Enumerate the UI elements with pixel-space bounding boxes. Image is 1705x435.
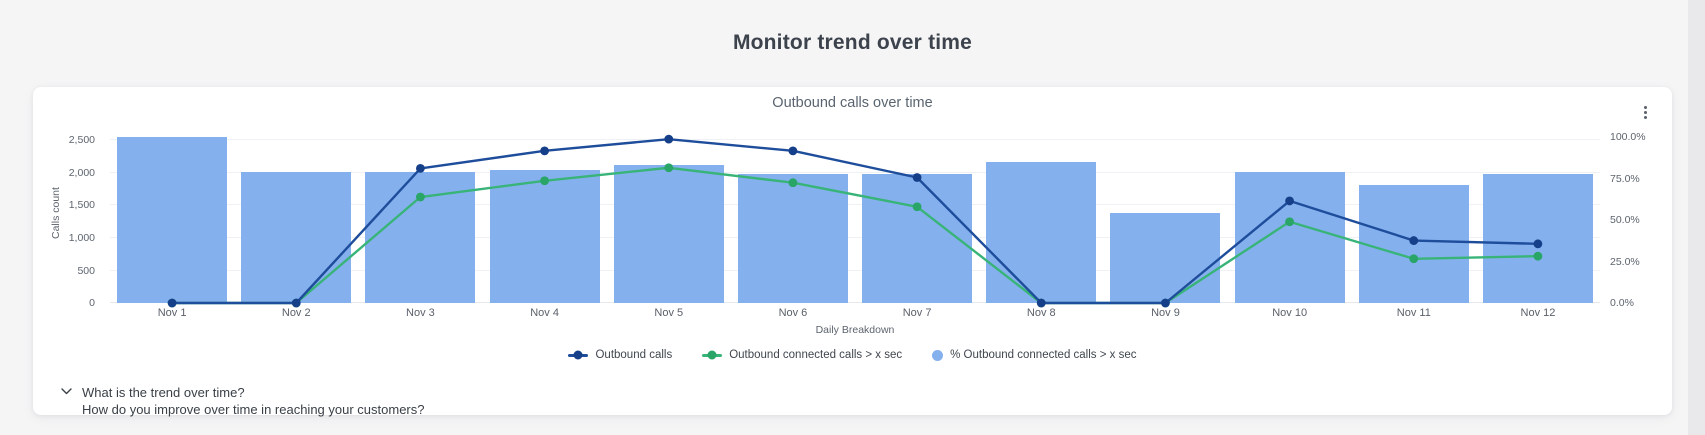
bar-nov-12[interactable] (1482, 173, 1593, 303)
data-point[interactable] (1036, 298, 1046, 308)
right-axis-tick: 50.0% (1610, 214, 1640, 226)
left-axis-tick: 500 (77, 264, 95, 277)
data-point[interactable] (416, 164, 425, 173)
line-outbound-connected-calls-x-sec (172, 166, 1538, 305)
legend-line-dot-icon (573, 350, 583, 360)
chart-card: Outbound calls over time Calls count 0 50… (33, 87, 1672, 418)
bar-nov-10[interactable] (1234, 171, 1345, 303)
chart-title: Outbound calls over time (772, 95, 933, 111)
data-point[interactable] (1285, 217, 1294, 227)
data-point[interactable] (1533, 251, 1543, 261)
left-axis-tick: 1,000 (68, 231, 95, 244)
data-point[interactable] (540, 146, 549, 156)
data-point[interactable] (1285, 196, 1294, 206)
line-outbound-calls (172, 137, 1538, 305)
x-tick-label: Nov 5 (654, 307, 684, 319)
legend-line-icon (702, 350, 723, 360)
data-point[interactable] (788, 178, 798, 188)
bar-nov-6[interactable] (737, 173, 848, 303)
gridline (110, 139, 1600, 141)
x-tick-label: Nov 9 (1151, 307, 1180, 319)
x-tick-label: Nov 8 (1026, 307, 1056, 319)
right-axis-tick: 0.0% (1610, 297, 1634, 309)
bar-nov-8[interactable] (986, 161, 1097, 303)
x-tick-label: Nov 3 (406, 307, 435, 319)
gridline (110, 171, 1600, 173)
right-axis-tick: 100.0% (1610, 131, 1646, 143)
x-tick-label: Nov 10 (1272, 307, 1308, 319)
data-point[interactable] (167, 298, 177, 308)
data-point[interactable] (1533, 239, 1543, 249)
legend-item[interactable]: % Outbound connected calls > x sec (932, 349, 1137, 361)
page-title: Monitor trend over time (732, 31, 973, 55)
bar-nov-4[interactable] (489, 170, 600, 303)
bar-nov-2[interactable] (241, 171, 352, 303)
insight-question-text: What is the trend over time? How do you … (82, 384, 424, 418)
legend-label: % Outbound connected calls > x sec (950, 349, 1137, 361)
x-tick-label: Nov 2 (281, 307, 311, 319)
left-axis-tick: 0 (89, 297, 95, 309)
right-axis-tick: 75.0% (1610, 172, 1640, 185)
line-chart-overlay (167, 134, 1543, 308)
gridline (110, 269, 1600, 271)
x-tick-label: Nov 6 (778, 307, 808, 319)
data-point[interactable] (1161, 298, 1170, 308)
x-axis-title: Daily Breakdown (815, 324, 895, 336)
x-axis-line (110, 302, 1600, 303)
x-tick-label: Nov 12 (1520, 307, 1556, 319)
legend: Outbound calls Outbound connected calls >… (33, 349, 1672, 361)
insight-question-toggle[interactable]: What is the trend over time? How do you … (61, 384, 424, 418)
legend-circle-icon (932, 349, 944, 361)
x-tick-label: Nov 1 (157, 307, 187, 319)
kebab-menu-icon[interactable] (1638, 104, 1652, 120)
bar-nov-1[interactable] (117, 137, 228, 303)
data-point[interactable] (664, 134, 674, 144)
left-axis-tick: 2,000 (68, 166, 95, 179)
data-point[interactable] (1409, 236, 1419, 245)
legend-label: Outbound connected calls > x sec (729, 349, 903, 361)
question-line-2: How do you improve over time in reaching… (82, 402, 425, 417)
x-tick-label: Nov 7 (902, 307, 932, 319)
data-point[interactable] (540, 176, 549, 186)
data-point[interactable] (664, 163, 674, 173)
gridline (110, 204, 1600, 206)
data-point[interactable] (788, 146, 798, 156)
bar-nov-7[interactable] (862, 173, 973, 303)
bar-nov-9[interactable] (1110, 213, 1221, 303)
data-point[interactable] (291, 298, 301, 308)
legend-line-icon (568, 350, 589, 360)
legend-line-dot-icon (707, 350, 717, 360)
gridline (110, 236, 1600, 238)
question-line-1: What is the trend over time? (82, 385, 245, 400)
legend-label: Outbound calls (595, 349, 673, 361)
bar-nov-5[interactable] (613, 165, 724, 303)
legend-item[interactable]: Outbound calls (568, 349, 672, 361)
left-axis: 0 500 1,000 1,500 2,000 2,500 (33, 134, 95, 309)
x-tick-label: Nov 11 (1396, 307, 1431, 319)
scrollbar-track[interactable] (1688, 0, 1705, 435)
data-point[interactable] (912, 202, 922, 212)
x-axis-labels: Nov 1 Nov 2 Nov 3 Nov 4 Nov 5 Nov 6 Nov 7 Nov 8… (110, 307, 1600, 319)
legend-item[interactable]: Outbound connected calls > x sec (702, 349, 902, 361)
data-point[interactable] (416, 192, 425, 202)
left-axis-tick: 2,500 (68, 134, 95, 147)
x-tick-label: Nov 4 (530, 307, 559, 319)
plot-area (110, 134, 1600, 308)
right-axis: 0.0% 25.0% 50.0% 75.0% 100.0% (1610, 131, 1670, 309)
data-point[interactable] (912, 173, 922, 182)
left-axis-tick: 1,500 (68, 199, 95, 212)
data-point[interactable] (1409, 254, 1419, 264)
chevron-down-icon[interactable] (61, 388, 72, 395)
right-axis-tick: 25.0% (1610, 255, 1640, 268)
